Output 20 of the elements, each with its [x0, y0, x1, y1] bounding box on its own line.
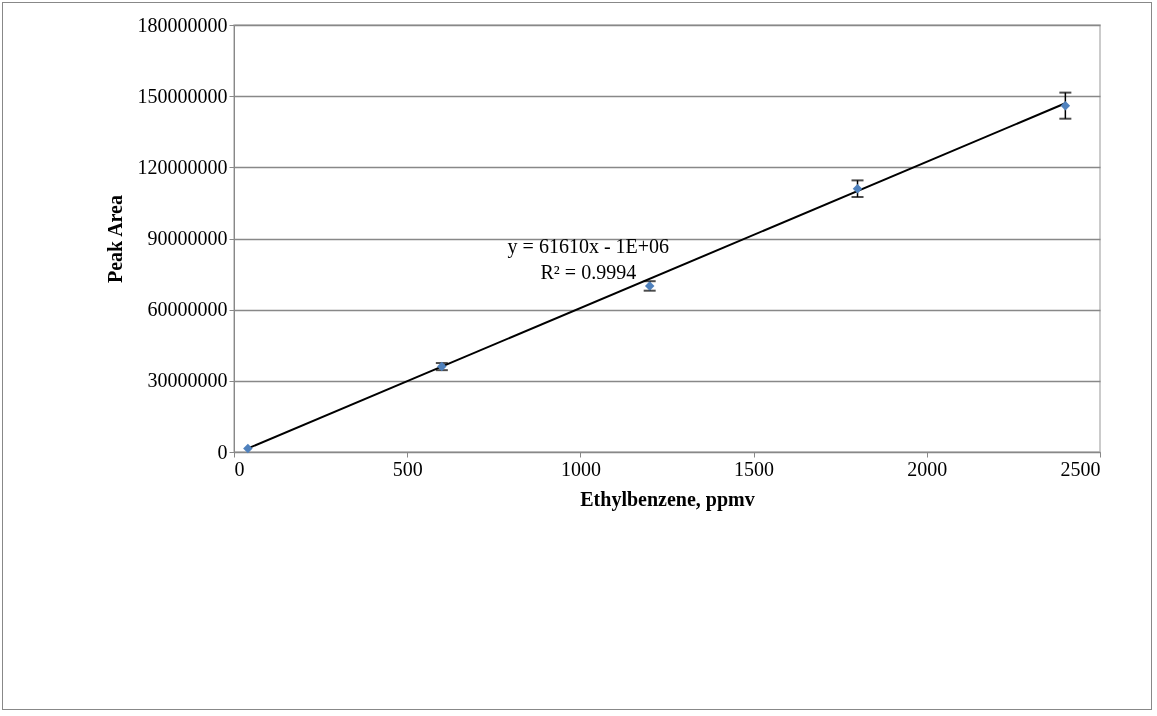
y-tick-label: 0 [217, 440, 228, 463]
point [243, 443, 253, 454]
x-tick-label: 2000 [907, 457, 948, 480]
x-tick-label: 1500 [734, 457, 775, 480]
point [1060, 100, 1071, 111]
y-tick-label: 180000000 [137, 13, 228, 36]
x-tick-label: 2500 [1060, 457, 1101, 480]
y-axis-title: Peak Area [103, 195, 126, 283]
point [852, 183, 863, 194]
y-tick-label: 30000000 [147, 369, 228, 392]
y-tick-label: 90000000 [147, 227, 228, 249]
y-tick-label: 60000000 [147, 298, 228, 321]
annotation: R² = 0.9994 [540, 261, 637, 283]
x-axis-title: Ethylbenzene, ppmv [580, 487, 755, 511]
y-tick-label: 150000000 [137, 84, 228, 107]
annotation: y = 61610x - 1E+06 [507, 235, 670, 258]
x-tick-label: 500 [392, 457, 423, 480]
x-tick-label: 0 [234, 457, 245, 480]
y-tick-label: 120000000 [137, 155, 228, 178]
x-tick-label: 1000 [560, 457, 601, 480]
